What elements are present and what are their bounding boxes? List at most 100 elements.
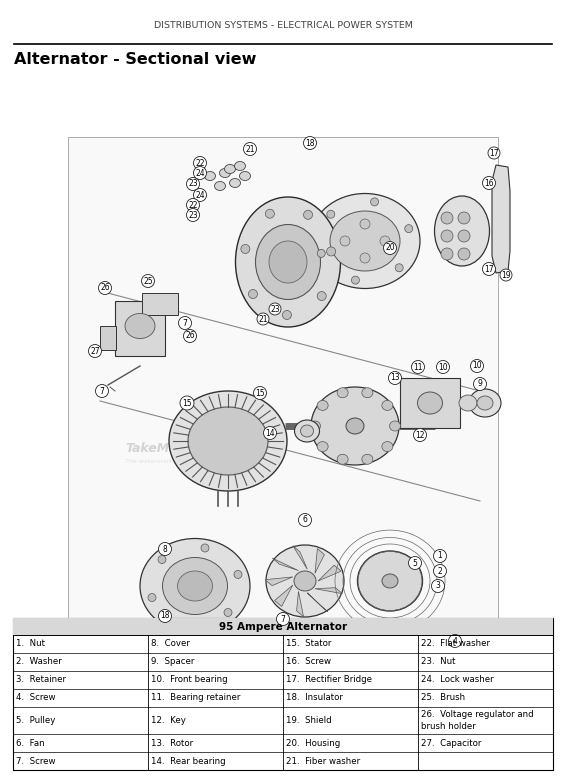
Circle shape: [187, 177, 199, 191]
Text: 95 Ampere Alternator: 95 Ampere Alternator: [219, 622, 347, 632]
Circle shape: [183, 330, 196, 343]
Ellipse shape: [269, 241, 307, 283]
Ellipse shape: [362, 387, 373, 398]
Circle shape: [458, 230, 470, 242]
Ellipse shape: [188, 407, 268, 475]
Ellipse shape: [382, 401, 393, 411]
Ellipse shape: [330, 211, 400, 271]
Text: 9.  Spacer: 9. Spacer: [151, 658, 194, 666]
Circle shape: [431, 580, 444, 593]
Ellipse shape: [459, 395, 477, 411]
Ellipse shape: [301, 425, 314, 437]
Circle shape: [351, 276, 359, 284]
Circle shape: [180, 396, 194, 410]
Text: 21: 21: [258, 315, 268, 323]
Ellipse shape: [162, 558, 228, 615]
Text: 7: 7: [281, 615, 285, 623]
Circle shape: [434, 550, 447, 562]
Text: 26: 26: [100, 284, 110, 293]
Ellipse shape: [382, 574, 398, 588]
Ellipse shape: [140, 539, 250, 633]
Circle shape: [158, 609, 171, 622]
Circle shape: [317, 291, 326, 301]
Ellipse shape: [362, 455, 373, 464]
Text: 5.  Pulley: 5. Pulley: [16, 716, 55, 725]
Text: 22.  Flat washer: 22. Flat washer: [421, 640, 490, 648]
Ellipse shape: [310, 194, 420, 288]
Text: 26.  Voltage regulator and
brush holder: 26. Voltage regulator and brush holder: [421, 711, 534, 730]
Circle shape: [482, 177, 495, 190]
Text: 13: 13: [390, 373, 400, 383]
Circle shape: [187, 198, 199, 212]
Text: 27.  Capacitor: 27. Capacitor: [421, 739, 481, 747]
Text: 16: 16: [484, 179, 494, 187]
Ellipse shape: [169, 391, 287, 491]
Circle shape: [458, 212, 470, 224]
Text: 11: 11: [413, 362, 423, 372]
Polygon shape: [318, 565, 341, 581]
Circle shape: [327, 210, 335, 218]
Ellipse shape: [389, 421, 401, 431]
Ellipse shape: [418, 392, 443, 414]
Ellipse shape: [382, 441, 393, 451]
Circle shape: [340, 236, 350, 246]
Text: 8.  Cover: 8. Cover: [151, 640, 190, 648]
Circle shape: [201, 544, 209, 552]
Ellipse shape: [435, 196, 490, 266]
Circle shape: [388, 372, 401, 384]
Circle shape: [277, 612, 289, 626]
Polygon shape: [315, 548, 324, 573]
Circle shape: [181, 620, 189, 628]
Polygon shape: [315, 587, 342, 594]
Circle shape: [257, 313, 269, 325]
Circle shape: [224, 608, 232, 616]
Circle shape: [318, 249, 325, 258]
Ellipse shape: [229, 179, 241, 187]
Text: 7: 7: [183, 319, 187, 327]
Text: 17: 17: [489, 148, 499, 158]
Text: 21: 21: [245, 144, 255, 154]
Circle shape: [474, 377, 487, 390]
Text: 17: 17: [484, 265, 494, 273]
Circle shape: [414, 429, 427, 441]
Circle shape: [371, 198, 379, 206]
Text: 16.  Screw: 16. Screw: [286, 658, 331, 666]
Text: 12.  Key: 12. Key: [151, 716, 186, 725]
Text: 18.  Insulator: 18. Insulator: [286, 694, 343, 702]
Circle shape: [448, 634, 461, 647]
Ellipse shape: [477, 396, 493, 410]
Circle shape: [178, 316, 191, 330]
Circle shape: [411, 361, 424, 373]
Text: The watermark only appears on this sample: The watermark only appears on this sampl…: [125, 458, 264, 463]
Text: TakeManual.com: TakeManual.com: [125, 443, 242, 455]
Polygon shape: [492, 165, 510, 273]
Ellipse shape: [204, 172, 216, 180]
Ellipse shape: [317, 401, 328, 411]
Text: 20.  Housing: 20. Housing: [286, 739, 340, 747]
Polygon shape: [265, 577, 293, 586]
Ellipse shape: [225, 165, 235, 173]
Circle shape: [434, 565, 447, 577]
Text: 10: 10: [472, 362, 482, 370]
Text: 27: 27: [90, 347, 100, 355]
Circle shape: [234, 570, 242, 579]
Text: 15.  Stator: 15. Stator: [286, 640, 331, 648]
Text: 14: 14: [265, 429, 275, 437]
Circle shape: [269, 303, 281, 315]
Text: Alternator - Sectional view: Alternator - Sectional view: [14, 52, 256, 67]
Text: 6: 6: [303, 515, 307, 525]
Circle shape: [194, 166, 207, 180]
Circle shape: [327, 247, 336, 256]
Text: 23: 23: [270, 305, 280, 313]
Text: 7.  Screw: 7. Screw: [16, 757, 55, 765]
Text: 22: 22: [195, 159, 205, 167]
Ellipse shape: [294, 420, 319, 442]
Ellipse shape: [234, 162, 246, 170]
Circle shape: [405, 225, 413, 233]
Circle shape: [303, 210, 312, 219]
Circle shape: [384, 241, 397, 255]
Ellipse shape: [220, 169, 230, 177]
Ellipse shape: [317, 441, 328, 451]
Text: 12: 12: [415, 430, 424, 440]
Text: 19: 19: [501, 270, 511, 280]
